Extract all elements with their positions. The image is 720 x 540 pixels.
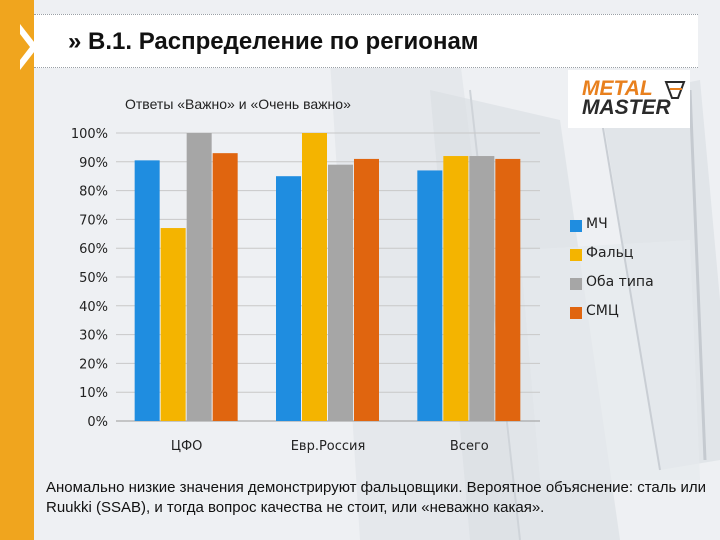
bar-0-0 <box>134 160 160 422</box>
y-tick-label: 70% <box>79 213 108 228</box>
footer-note: Аномально низкие значения демонстрируют … <box>46 479 707 516</box>
metal-master-logo: METAL MASTER <box>568 70 690 128</box>
bar-1-0 <box>160 228 186 421</box>
y-tick-label: 0% <box>87 415 108 430</box>
bar-0-1 <box>276 176 301 421</box>
legend-swatch <box>570 249 582 261</box>
y-tick-label: 20% <box>79 357 108 372</box>
bar-1-1 <box>302 133 327 421</box>
y-tick-label: 100% <box>71 127 108 142</box>
x-tick-label: Всего <box>450 439 489 454</box>
legend-swatch <box>570 220 582 232</box>
logo-line-1: METAL <box>582 77 653 100</box>
y-tick-label: 40% <box>79 300 108 315</box>
left-accent-strip <box>0 0 34 540</box>
bar-3-0 <box>212 153 238 421</box>
logo-mark-icon <box>664 81 686 99</box>
chart-bars <box>134 133 521 422</box>
y-tick-label: 30% <box>79 329 108 344</box>
y-tick-label: 60% <box>79 242 108 257</box>
x-axis-ticks: ЦФО Евр.Россия Всего <box>171 439 489 454</box>
bar-0-2 <box>417 170 443 421</box>
legend-label: МЧ <box>586 216 608 232</box>
bar-3-2 <box>495 158 521 422</box>
y-tick-label: 50% <box>79 271 108 286</box>
legend-label: СМЦ <box>586 303 619 319</box>
y-tick-label: 10% <box>79 386 108 401</box>
chevron-right-icon <box>20 24 38 70</box>
bar-3-1 <box>354 158 379 422</box>
slide-title: » В.1. Распределение по регионам <box>68 28 479 55</box>
y-tick-label: 80% <box>79 185 108 200</box>
legend-swatch <box>570 307 582 319</box>
y-tick-label: 90% <box>79 156 108 171</box>
logo-line-2: MASTER <box>582 96 671 119</box>
bar-2-2 <box>469 156 495 422</box>
bar-2-1 <box>328 164 353 421</box>
bar-1-2 <box>443 156 469 422</box>
x-tick-label: ЦФО <box>171 439 203 454</box>
bar-2-0 <box>186 133 212 421</box>
legend-label: Оба типа <box>586 274 654 290</box>
legend-swatch <box>570 278 582 290</box>
header-bar <box>34 14 698 68</box>
legend-label: Фальц <box>586 245 634 261</box>
y-axis-ticks: 0% 10% 20% 30% 40% 50% 60% 70% 80% 90% 100% <box>71 127 108 430</box>
x-tick-label: Евр.Россия <box>291 439 366 454</box>
chart-title: Ответы «Важно» и «Очень важно» <box>125 96 351 112</box>
